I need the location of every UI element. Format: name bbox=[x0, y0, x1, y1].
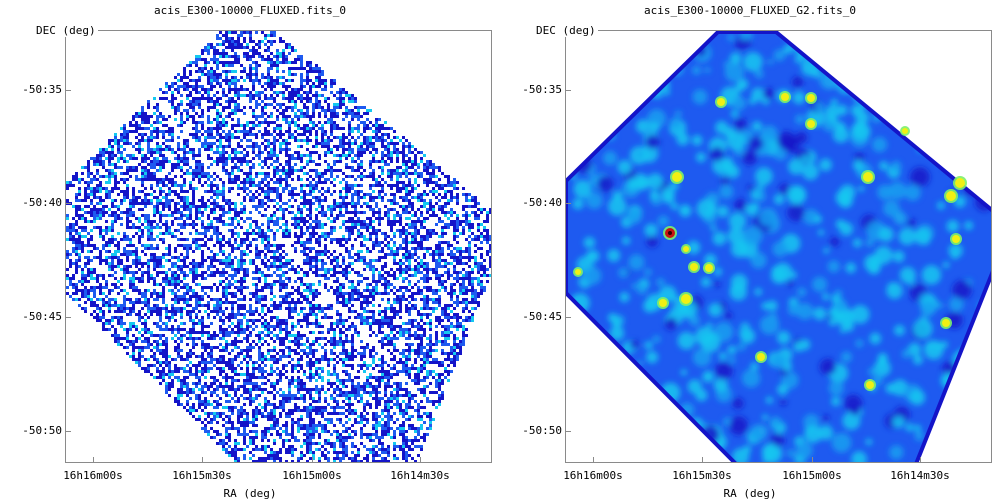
point-source bbox=[805, 92, 817, 104]
left-ytick-mark bbox=[65, 317, 71, 318]
left-xtick-label: 16h15m00s bbox=[282, 469, 342, 482]
right-panel-title: acis_E300-10000_FLUXED_G2.fits_0 bbox=[644, 4, 856, 17]
point-source bbox=[688, 261, 700, 273]
heatmap-field bbox=[566, 32, 991, 462]
noise-pixels bbox=[66, 31, 491, 462]
point-source bbox=[681, 244, 691, 254]
left-noisy-image bbox=[66, 31, 491, 462]
right-ytick-label: -50:50 bbox=[522, 424, 562, 437]
point-source bbox=[703, 262, 715, 274]
point-source bbox=[953, 176, 967, 190]
right-ytick-mark bbox=[565, 90, 571, 91]
right-plot-area[interactable] bbox=[565, 30, 992, 463]
left-xtick-label: 16h15m30s bbox=[172, 469, 232, 482]
left-ytick-mark bbox=[65, 90, 71, 91]
left-ytick-label: -50:50 bbox=[22, 424, 62, 437]
right-xtick-mark bbox=[593, 457, 594, 463]
right-image-panel: acis_E300-10000_FLUXED_G2.fits_0 DEC (de… bbox=[500, 0, 1000, 504]
point-source bbox=[940, 317, 952, 329]
right-ytick-label: -50:35 bbox=[522, 83, 562, 96]
right-ytick-mark bbox=[565, 317, 571, 318]
point-source bbox=[779, 91, 791, 103]
right-smoothed-image bbox=[566, 31, 991, 462]
point-source bbox=[679, 292, 693, 306]
right-xtick-label: 16h15m30s bbox=[672, 469, 732, 482]
point-source bbox=[950, 233, 962, 245]
left-ytick-mark bbox=[65, 431, 71, 432]
right-ytick-mark bbox=[565, 203, 571, 204]
point-source bbox=[715, 96, 727, 108]
right-xtick-label: 16h15m00s bbox=[782, 469, 842, 482]
right-xtick-mark bbox=[702, 457, 703, 463]
left-xtick-mark bbox=[202, 457, 203, 463]
right-xtick-label: 16h16m00s bbox=[563, 469, 623, 482]
right-xtick-mark bbox=[920, 457, 921, 463]
right-x-axis-label: RA (deg) bbox=[723, 487, 777, 500]
left-panel-title: acis_E300-10000_FLUXED.fits_0 bbox=[153, 4, 347, 17]
left-image-panel: acis_E300-10000_FLUXED.fits_0 DEC (deg) … bbox=[22, 4, 492, 500]
point-source bbox=[864, 379, 876, 391]
point-source bbox=[670, 170, 684, 184]
point-source bbox=[657, 297, 669, 309]
right-y-axis-label: DEC (deg) bbox=[534, 24, 598, 37]
right-ytick-label: -50:45 bbox=[522, 310, 562, 323]
left-x-axis-label: RA (deg) bbox=[223, 487, 277, 500]
left-xtick-mark bbox=[93, 457, 94, 463]
left-xtick-label: 16h14m30s bbox=[390, 469, 450, 482]
left-ytick-label: -50:40 bbox=[22, 196, 62, 209]
point-source bbox=[805, 118, 817, 130]
point-source bbox=[573, 267, 583, 277]
left-plot-area[interactable] bbox=[65, 30, 492, 463]
point-source bbox=[944, 189, 958, 203]
left-xtick-mark bbox=[420, 457, 421, 463]
point-source bbox=[900, 126, 910, 136]
left-y-axis-label: DEC (deg) bbox=[34, 24, 98, 37]
left-xtick-mark bbox=[312, 457, 313, 463]
left-ytick-label: -50:45 bbox=[22, 310, 62, 323]
left-ytick-mark bbox=[65, 203, 71, 204]
right-xtick-mark bbox=[812, 457, 813, 463]
left-xtick-label: 16h16m00s bbox=[63, 469, 123, 482]
right-xtick-label: 16h14m30s bbox=[890, 469, 950, 482]
point-source bbox=[663, 226, 677, 240]
left-ytick-label: -50:35 bbox=[22, 83, 62, 96]
point-source bbox=[861, 170, 875, 184]
right-ytick-label: -50:40 bbox=[522, 196, 562, 209]
point-source bbox=[755, 351, 767, 363]
right-ytick-mark bbox=[565, 431, 571, 432]
footprint-edge bbox=[566, 31, 991, 462]
